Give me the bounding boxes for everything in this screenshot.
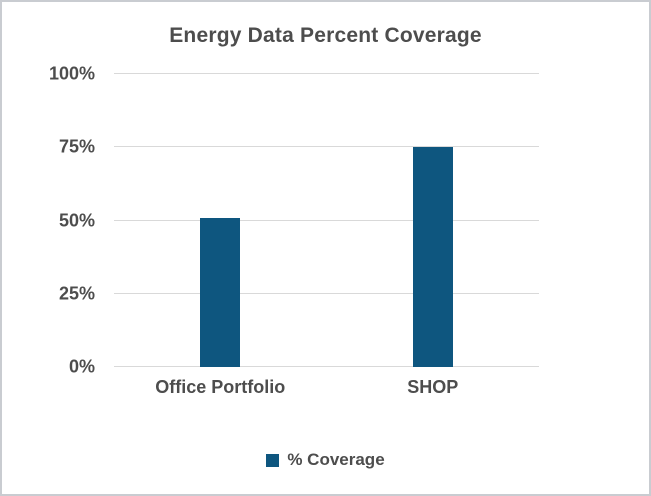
bar-shop <box>412 147 453 367</box>
chart-title: Energy Data Percent Coverage <box>169 24 482 47</box>
y-tick-label: 25% <box>58 283 95 304</box>
y-tick-label: 50% <box>58 210 95 230</box>
x-axis: Office Portfolio SHOP <box>114 377 539 398</box>
legend-label: % Coverage <box>287 450 385 469</box>
gridline <box>114 73 539 74</box>
y-tick-label: 100% <box>48 63 95 84</box>
legend: % Coverage <box>2 450 649 470</box>
legend-swatch-icon <box>266 453 280 467</box>
bar-office-portfolio <box>200 217 241 367</box>
x-tick-label: SHOP <box>407 377 459 397</box>
gridline <box>114 292 539 294</box>
gridline <box>114 366 539 367</box>
x-tick-label: Office Portfolio <box>155 377 286 397</box>
y-tick-label: 0% <box>68 356 95 377</box>
gridline <box>114 146 539 148</box>
y-axis: 0% 25% 50% 75% 100% <box>2 64 107 377</box>
plot-area <box>114 73 539 367</box>
y-tick-label: 75% <box>58 136 95 157</box>
gridline <box>114 219 539 221</box>
